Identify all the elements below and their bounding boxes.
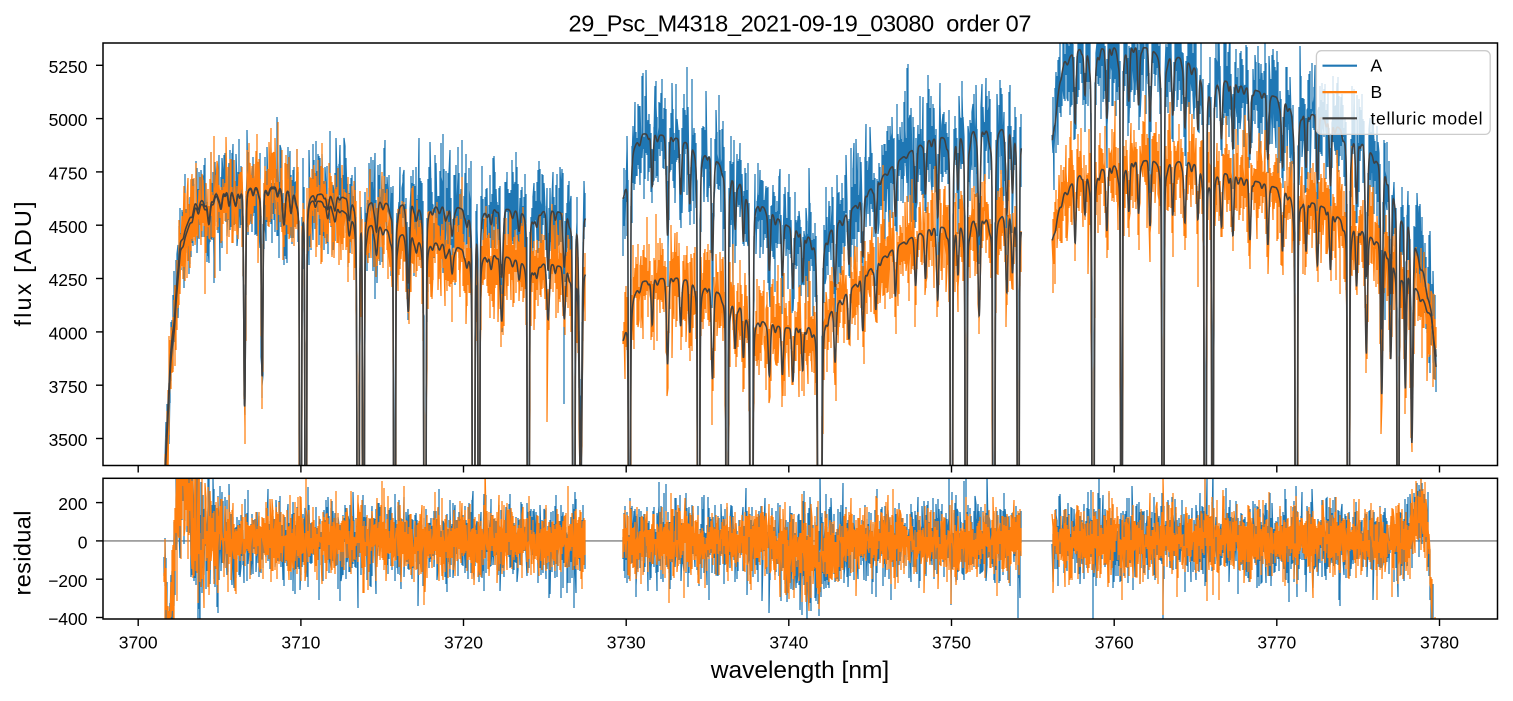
svg-text:0: 0 xyxy=(78,533,88,553)
svg-text:flux [ADU]: flux [ADU] xyxy=(10,202,36,327)
svg-text:4250: 4250 xyxy=(49,270,88,290)
svg-text:3720: 3720 xyxy=(444,633,483,653)
svg-text:3710: 3710 xyxy=(281,633,320,653)
svg-text:4750: 4750 xyxy=(49,164,88,184)
svg-text:4000: 4000 xyxy=(49,324,88,344)
svg-text:3700: 3700 xyxy=(119,633,158,653)
svg-text:3750: 3750 xyxy=(49,377,88,397)
svg-text:200: 200 xyxy=(58,494,87,514)
svg-text:wavelength [nm]: wavelength [nm] xyxy=(710,657,889,684)
svg-text:3780: 3780 xyxy=(1420,633,1459,653)
svg-text:3730: 3730 xyxy=(607,633,646,653)
svg-text:A: A xyxy=(1371,56,1383,76)
svg-text:−400: −400 xyxy=(48,609,88,629)
svg-text:3740: 3740 xyxy=(769,633,808,653)
svg-text:residual: residual xyxy=(10,511,36,596)
svg-text:29_Psc_M4318_2021-09-19_03080: 29_Psc_M4318_2021-09-19_03080 order 07 xyxy=(569,11,1032,37)
svg-text:−200: −200 xyxy=(48,571,88,591)
svg-text:4500: 4500 xyxy=(49,217,88,237)
svg-text:3760: 3760 xyxy=(1095,633,1134,653)
svg-text:5250: 5250 xyxy=(49,57,88,77)
svg-text:3750: 3750 xyxy=(932,633,971,653)
svg-text:3770: 3770 xyxy=(1257,633,1296,653)
svg-text:B: B xyxy=(1371,82,1383,102)
svg-text:5000: 5000 xyxy=(49,110,88,130)
svg-text:telluric model: telluric model xyxy=(1371,108,1483,128)
svg-text:3500: 3500 xyxy=(49,430,88,450)
